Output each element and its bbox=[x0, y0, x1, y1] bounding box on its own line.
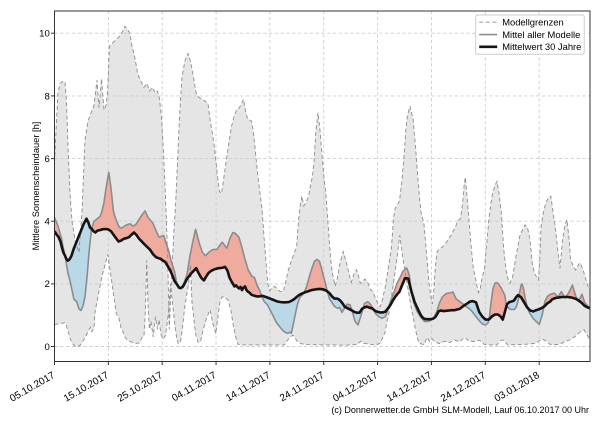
svg-text:(c) Donnerwetter.de GmbH SLM-M: (c) Donnerwetter.de GmbH SLM-Modell, Lau… bbox=[331, 405, 589, 415]
svg-text:8: 8 bbox=[44, 91, 49, 102]
svg-text:6: 6 bbox=[44, 154, 49, 165]
svg-text:4: 4 bbox=[44, 217, 50, 228]
svg-text:Mittlere Sonnenscheindauer [h]: Mittlere Sonnenscheindauer [h] bbox=[31, 122, 41, 251]
svg-text:2: 2 bbox=[44, 279, 49, 290]
svg-text:0: 0 bbox=[44, 342, 49, 353]
svg-text:Mittelwert 30 Jahre: Mittelwert 30 Jahre bbox=[502, 41, 581, 52]
svg-text:Modellgrenzen: Modellgrenzen bbox=[502, 16, 564, 27]
svg-text:Mittel aller Modelle: Mittel aller Modelle bbox=[502, 29, 580, 40]
svg-text:10: 10 bbox=[39, 29, 50, 40]
